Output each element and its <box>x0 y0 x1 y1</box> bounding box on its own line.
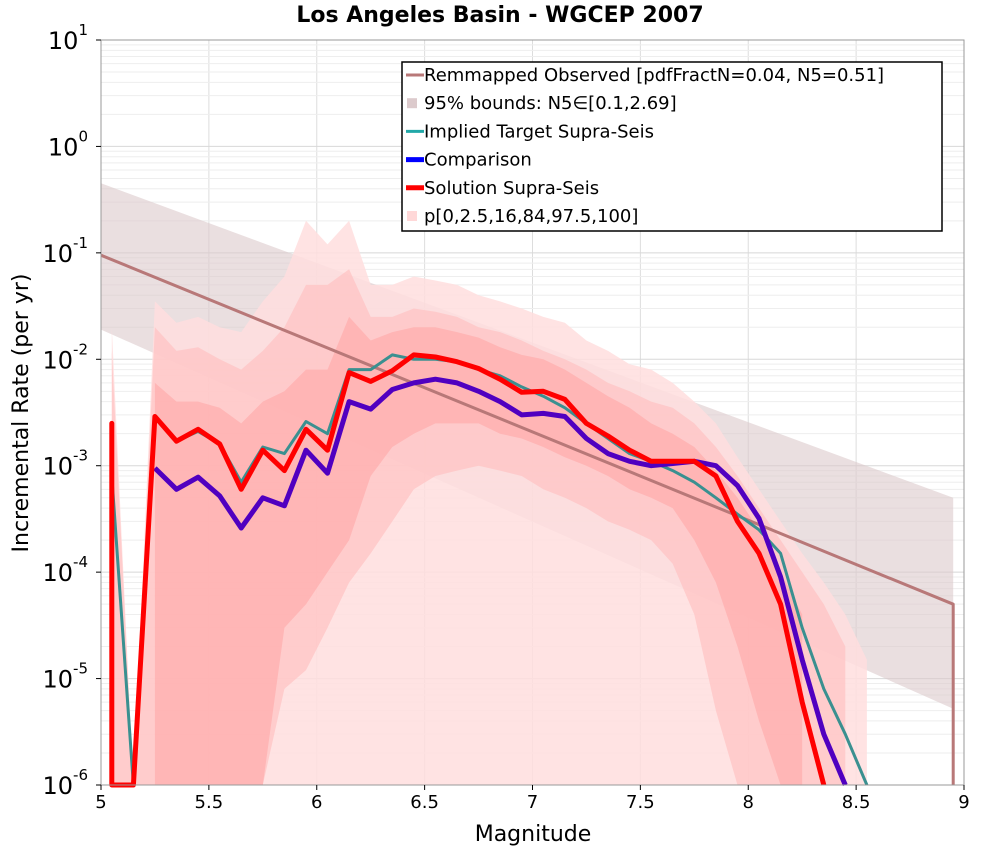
legend-swatch <box>407 98 417 109</box>
y-axis-ticks: 10-6 10-5 10-4 10-3 10-2 10-1 100 101 <box>42 21 101 800</box>
legend-label: Solution Supra-Seis <box>424 178 599 199</box>
percentile-band-inner <box>154 316 803 785</box>
y-tick-label: 10-2 <box>42 340 88 374</box>
series-lines <box>100 253 955 788</box>
y-tick-label: 10-3 <box>42 447 88 481</box>
x-tick-label: 6 <box>311 792 322 813</box>
x-tick-label: 7.5 <box>626 792 655 813</box>
x-tick-label: 5 <box>95 792 106 813</box>
legend: Remmapped Observed [pdfFractN=0.04, N5=0… <box>401 61 943 232</box>
solution-line <box>109 352 827 788</box>
legend-swatch <box>407 211 417 221</box>
x-tick-label: 8.5 <box>842 792 871 813</box>
x-tick-label: 5.5 <box>195 792 224 813</box>
y-tick-label: 100 <box>48 127 88 161</box>
observed-line <box>100 253 955 785</box>
x-axis-ticks: 5 5.5 6 6.5 7 7.5 8 8.5 9 <box>95 785 970 813</box>
legend-box <box>401 61 943 232</box>
x-tick-label: 7 <box>527 792 538 813</box>
legend-label: p[0,2.5,16,84,97.5,100] <box>424 206 638 227</box>
legend-label: Implied Target Supra-Seis <box>424 121 654 142</box>
y-axis-label: Incremental Rate (per yr) <box>9 274 34 553</box>
legend-label: Remmapped Observed [pdfFractN=0.04, N5=0… <box>424 65 884 86</box>
legend-label: Comparison <box>424 150 532 171</box>
bands <box>101 183 954 786</box>
y-tick-label: 101 <box>48 21 88 55</box>
legend-label: 95% bounds: N5∈[0.1,2.69] <box>424 93 677 114</box>
y-tick-label: 10-1 <box>42 234 88 268</box>
x-tick-label: 9 <box>958 792 969 813</box>
chart-title: Los Angeles Basin - WGCEP 2007 <box>296 3 703 28</box>
x-tick-label: 8 <box>743 792 754 813</box>
comparison-line <box>153 376 848 786</box>
y-tick-label: 10-6 <box>42 766 88 800</box>
y-tick-label: 10-4 <box>42 553 88 587</box>
x-axis-label: Magnitude <box>475 822 592 847</box>
x-tick-label: 6.5 <box>410 792 439 813</box>
y-tick-label: 10-5 <box>42 660 88 694</box>
